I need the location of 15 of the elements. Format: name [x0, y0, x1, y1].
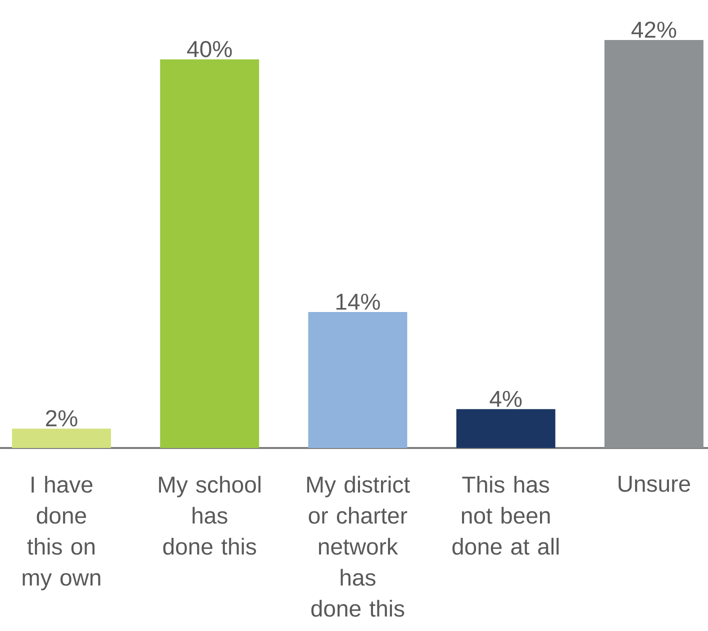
x-tick-label: My school has done this	[159, 476, 260, 555]
data-label: 4%	[490, 390, 522, 407]
bar	[604, 40, 704, 448]
x-tick-label: I have done this on my own	[22, 476, 100, 590]
bar	[160, 59, 260, 448]
data-label: 40%	[187, 40, 232, 58]
data-label: 2%	[46, 410, 78, 426]
x-tick-label: Unsure	[618, 476, 690, 492]
x-tick-label: My district or charter network has done this	[307, 476, 410, 617]
bar	[456, 409, 556, 448]
bar	[12, 428, 111, 448]
bar	[308, 312, 408, 448]
x-tick-label: This has not been done at all	[452, 476, 559, 555]
data-label: 42%	[631, 22, 676, 38]
data-label: 14%	[336, 294, 380, 310]
